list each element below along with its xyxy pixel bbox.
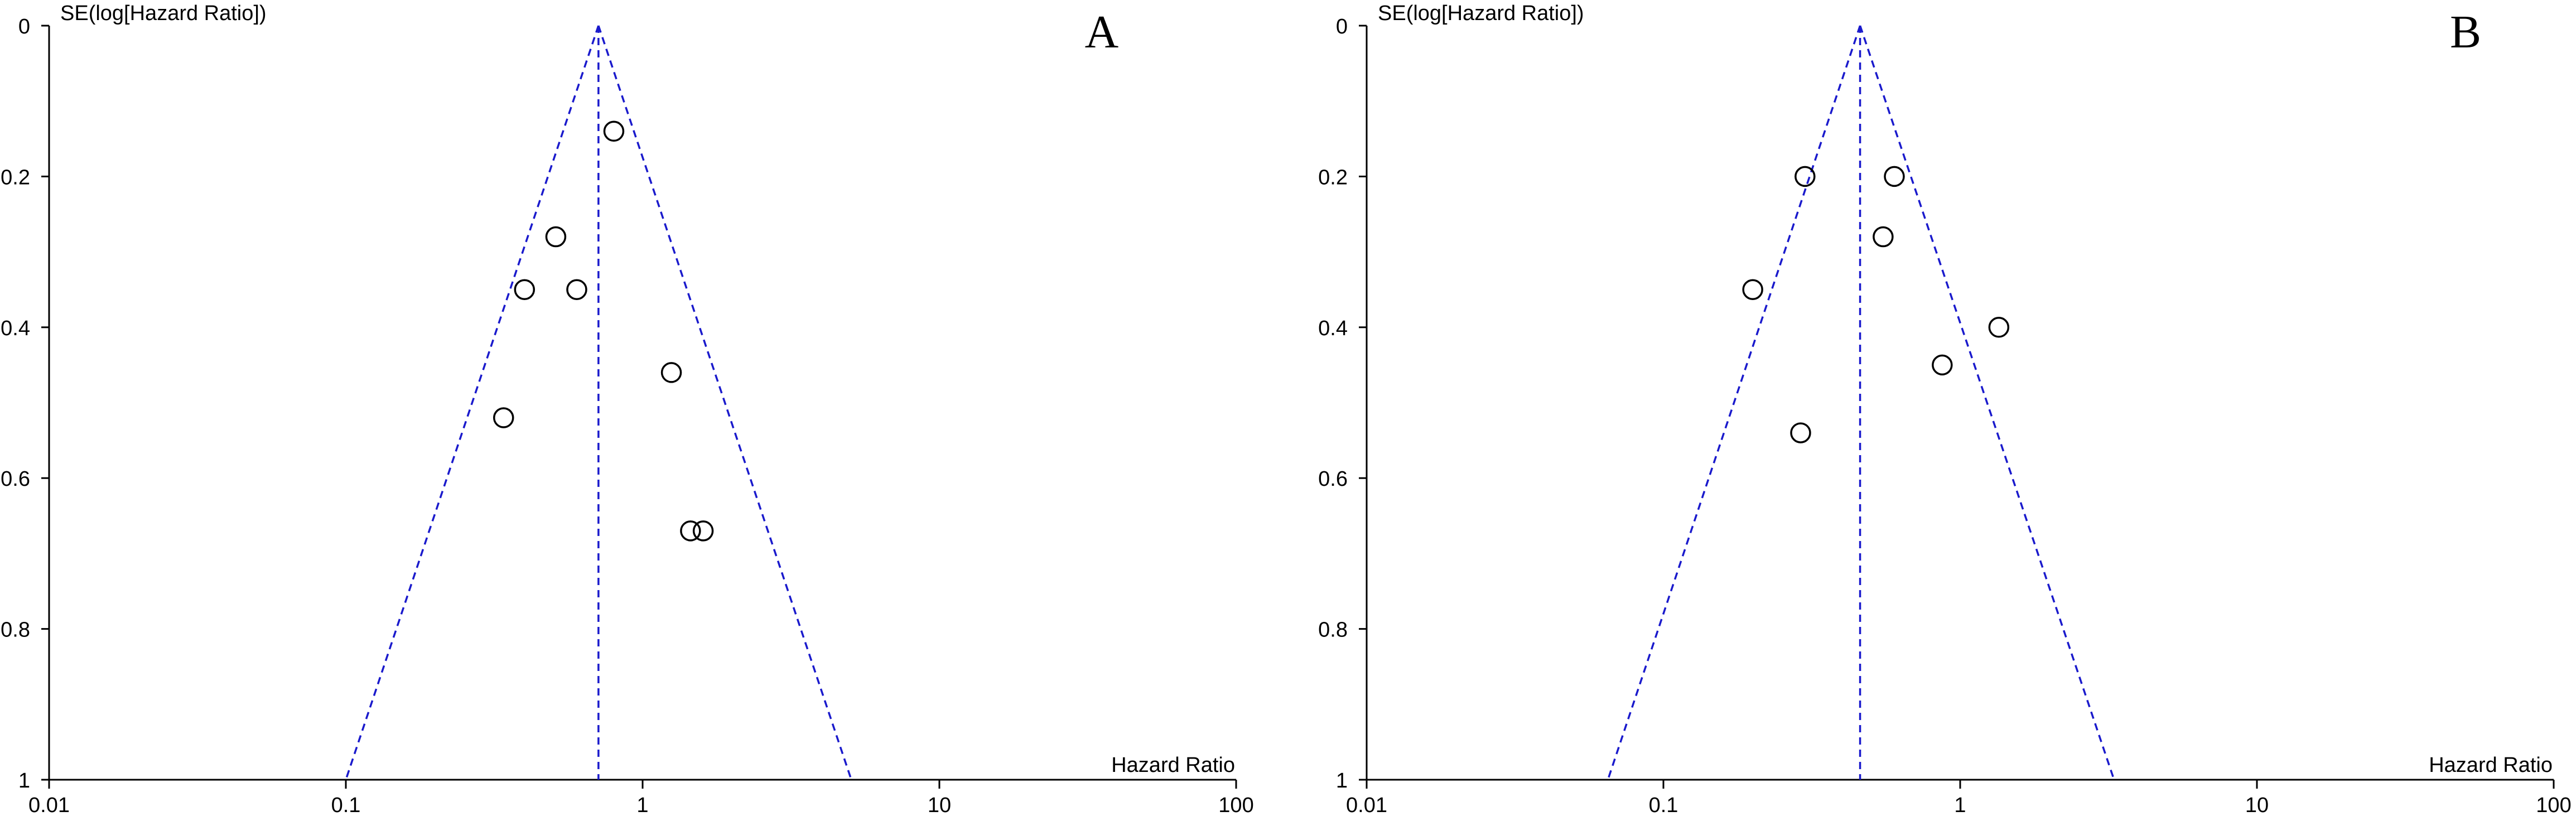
study-point <box>603 120 625 142</box>
x-tick-label: 100 <box>1218 794 1253 817</box>
study-point <box>545 226 567 248</box>
y-axis-title: SE(log[Hazard Ratio]) <box>60 2 267 25</box>
x-tick-label: 1 <box>1954 794 1966 817</box>
y-axis-title: SE(log[Hazard Ratio]) <box>1378 2 1584 25</box>
funnel-left-limit <box>1607 25 1861 780</box>
x-tick-label: 0.01 <box>1346 794 1387 817</box>
y-tick-label: 0.6 <box>1318 467 1348 491</box>
panel-label: B <box>2450 6 2481 58</box>
x-tick-label: 0.1 <box>1649 794 1678 817</box>
y-tick-label: 0.8 <box>1318 619 1348 642</box>
study-point <box>1988 317 2010 338</box>
study-point <box>1873 226 1894 248</box>
funnel-plot-a: 00.20.40.60.810.01 0.1 1 10 100SE(log[Hazard… <box>1 2 1254 817</box>
x-tick-label: 0.01 <box>28 794 70 817</box>
study-point <box>680 520 701 542</box>
y-tick-label: 0 <box>18 15 30 38</box>
y-tick-label: 1 <box>1336 769 1348 793</box>
x-axis-title: Hazard Ratio <box>1111 754 1235 777</box>
study-point <box>514 279 536 300</box>
y-tick-label: 0.2 <box>1 166 30 189</box>
funnel-right-limit <box>1859 25 2115 780</box>
y-tick-label: 0.4 <box>1 317 30 340</box>
funnel-left-limit <box>345 25 600 780</box>
y-tick-label: 0.8 <box>1 619 30 642</box>
study-point <box>493 407 514 428</box>
y-tick-label: 0.6 <box>1 467 30 491</box>
y-tick-label: 1 <box>18 769 30 793</box>
study-point <box>1794 166 1816 187</box>
x-tick-label: 10 <box>2245 794 2269 817</box>
y-tick-label: 0.4 <box>1318 317 1348 340</box>
study-point <box>566 279 587 300</box>
x-tick-label: 0.1 <box>331 794 361 817</box>
study-point <box>660 362 682 383</box>
study-point <box>1742 279 1763 300</box>
x-axis-title: Hazard Ratio <box>2429 754 2553 777</box>
study-point <box>1884 166 1905 187</box>
y-tick-label: 0.2 <box>1318 166 1348 189</box>
x-tick-label: 100 <box>2536 794 2571 817</box>
funnel-right-limit <box>597 25 852 780</box>
study-point <box>1932 354 1953 376</box>
x-tick-label: 1 <box>636 794 648 817</box>
x-tick-label: 10 <box>928 794 951 817</box>
y-tick-label: 0 <box>1336 15 1348 38</box>
study-point <box>692 520 714 542</box>
panel-label: A <box>1085 6 1119 58</box>
funnel-plot-b: 00.20.40.60.810.01 0.1 1 10 100SE(log[Hazard… <box>1318 2 2572 817</box>
study-point <box>1790 422 1811 443</box>
